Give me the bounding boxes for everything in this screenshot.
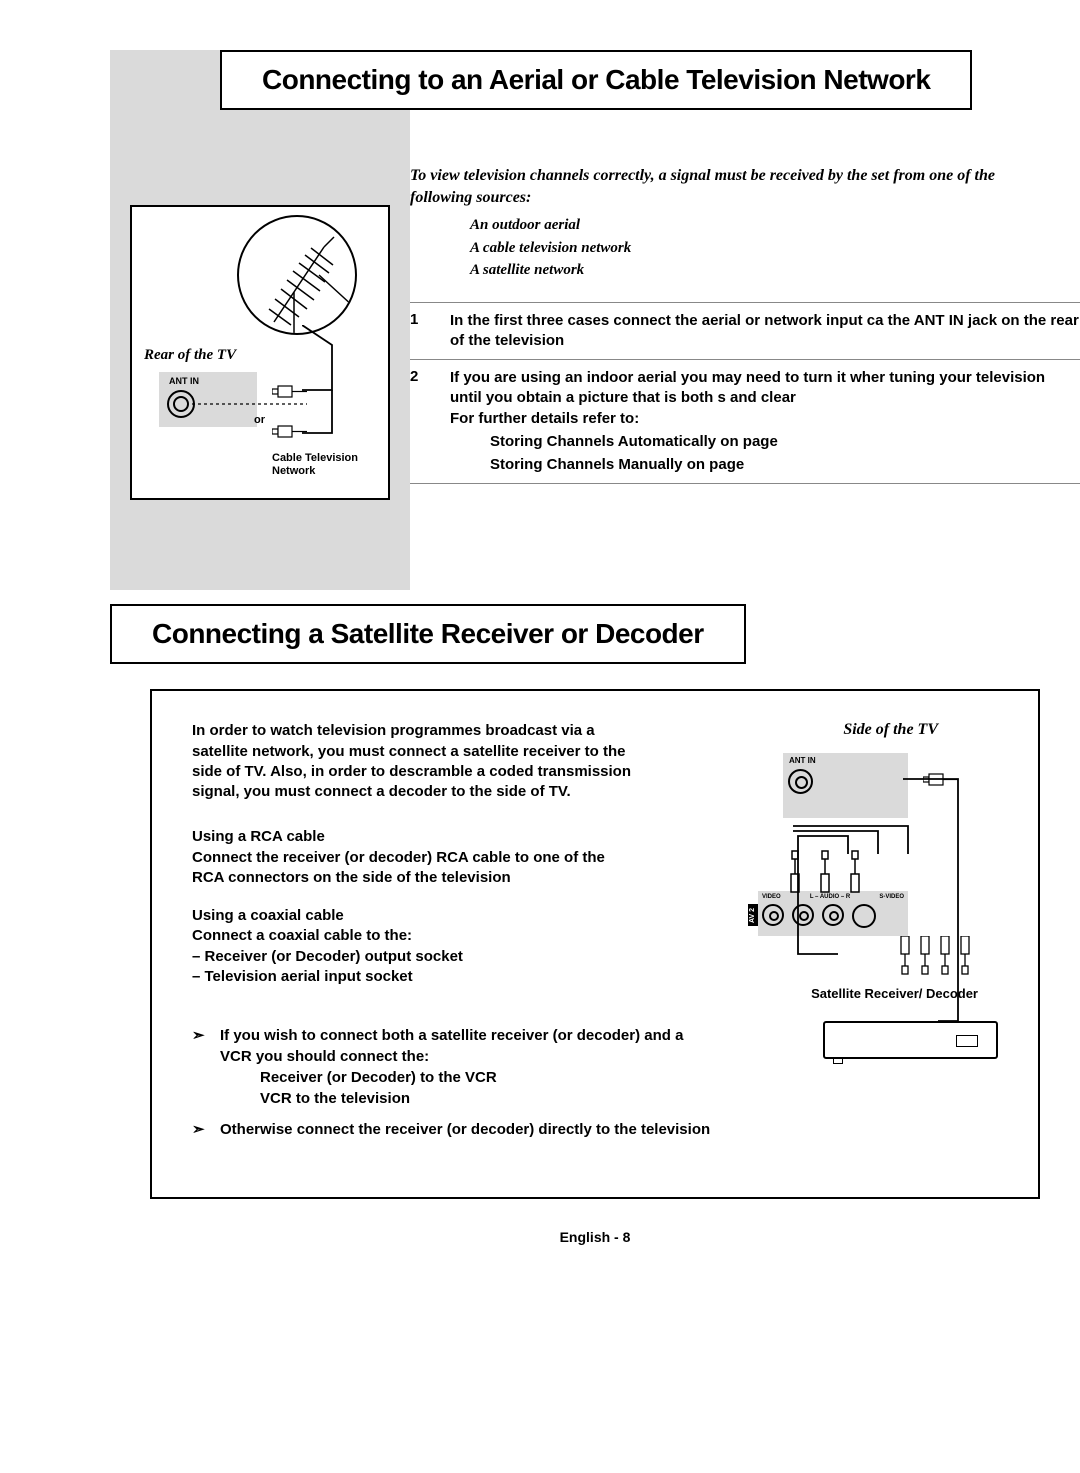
note1b: VCR to the television (260, 1088, 712, 1109)
page-footer: English - 8 (110, 1229, 1080, 1245)
section2-title: Connecting a Satellite Receiver or Decod… (152, 618, 704, 650)
coax-heading: Using a coaxial cable (192, 906, 632, 926)
section2-title-box: Connecting a Satellite Receiver or Decod… (110, 604, 746, 664)
side-av-panel: AV 2 VIDEO L – AUDIO – R S-VIDEO (758, 891, 908, 936)
sat-note-2: ➣ Otherwise connect the receiver (or dec… (192, 1119, 712, 1140)
ant-in-label: ANT IN (169, 376, 199, 386)
section1-steps: 1 In the first three cases connect the a… (410, 302, 1080, 485)
intro-source-0: An outdoor aerial (470, 214, 1040, 237)
note2-text: Otherwise connect the receiver (or decod… (220, 1119, 712, 1140)
step2-refer: For further details refer to: (450, 410, 639, 427)
section2: Connecting a Satellite Receiver or Decod… (110, 604, 1080, 1199)
section1-title: Connecting to an Aerial or Cable Televis… (262, 64, 930, 96)
sat-box-label: Satellite Receiver/ Decoder (811, 986, 978, 1002)
sat-note-1: ➣ If you wish to connect both a satellit… (192, 1025, 712, 1109)
intro-source-2: A satellite network (470, 259, 1040, 282)
coax-port-icon (167, 390, 195, 418)
note1a: Receiver (or Decoder) to the VCR (260, 1067, 712, 1088)
rca-heading: Using a RCA cable (192, 827, 632, 847)
section2-bordered-box: In order to watch television programmes … (150, 689, 1040, 1199)
intro-text: To view television channels correctly, a… (410, 165, 1040, 208)
coax-port-side-icon (788, 769, 813, 794)
coax-plug-icon-2 (272, 425, 302, 435)
step2-ref-b: Storing Channels Manually on page (490, 455, 1080, 475)
intro-source-1: A cable television network (470, 237, 1040, 260)
rca-body: Connect the receiver (or decoder) RCA ca… (192, 848, 632, 889)
step2-main: If you are using an indoor aerial you ma… (450, 369, 1045, 406)
coax-plug-icon (272, 385, 302, 395)
coax-body1: Connect a coaxial cable to the: (192, 926, 632, 946)
audio-l-jack-icon (792, 904, 814, 926)
video-label: VIDEO (762, 894, 781, 900)
rear-panel: ANT IN (159, 372, 257, 427)
note1-text: If you wish to connect both a satellite … (220, 1027, 683, 1065)
video-jack-icon (762, 904, 784, 926)
side-antin-panel: ANT IN (783, 753, 908, 818)
svideo-jack-icon (852, 904, 876, 928)
ant-in-label-2: ANT IN (789, 756, 816, 765)
coax-body3: – Television aerial input socket (192, 967, 632, 987)
audio-r-jack-icon (822, 904, 844, 926)
side-tv-label: Side of the TV (843, 721, 938, 739)
note-arrow-icon: ➣ (192, 1025, 220, 1109)
step-num: 1 (410, 311, 450, 352)
satellite-receiver-icon (823, 1021, 998, 1059)
step-num: 2 (410, 368, 450, 475)
av-label-tab: AV 2 (748, 904, 758, 926)
step-1: 1 In the first three cases connect the a… (410, 302, 1080, 360)
step-2: 2 If you are using an indoor aerial you … (410, 359, 1080, 484)
cable-tv-network-label: Cable Television Network (272, 452, 388, 477)
coax-method: Using a coaxial cable Connect a coaxial … (192, 906, 632, 987)
step-body: If you are using an indoor aerial you ma… (450, 368, 1080, 475)
aerial-icon (237, 215, 357, 335)
sat-intro: In order to watch television programmes … (192, 721, 632, 802)
step-body: In the first three cases connect the aer… (450, 311, 1080, 352)
rear-tv-diagram: Rear of the TV ANT IN or (130, 205, 390, 500)
section1-intro: To view television channels correctly, a… (410, 165, 1040, 282)
rear-tv-label: Rear of the TV (144, 347, 236, 364)
svideo-label: S-VIDEO (879, 894, 904, 900)
or-label: or (254, 414, 265, 426)
step2-ref-a: Storing Channels Automatically on page (490, 432, 1080, 452)
note-arrow-icon: ➣ (192, 1119, 220, 1140)
coax-body2: – Receiver (or Decoder) output socket (192, 947, 632, 967)
rca-method: Using a RCA cable Connect the receiver (… (192, 827, 632, 888)
section1-title-box: Connecting to an Aerial or Cable Televis… (220, 50, 972, 110)
audio-label: L – AUDIO – R (810, 894, 850, 900)
coax-plug-side-icon (923, 773, 953, 783)
